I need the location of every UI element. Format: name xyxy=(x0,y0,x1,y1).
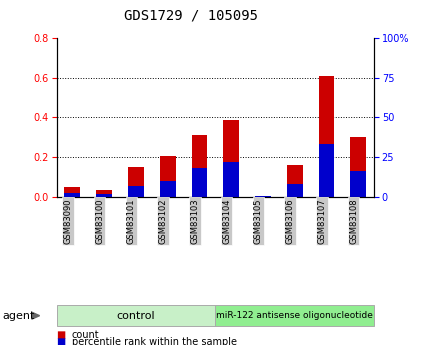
Text: ■: ■ xyxy=(56,331,66,340)
Text: GSM83106: GSM83106 xyxy=(285,198,294,244)
Text: GSM83108: GSM83108 xyxy=(349,198,358,244)
Text: GSM83107: GSM83107 xyxy=(317,198,326,244)
Bar xyxy=(223,120,239,197)
Bar xyxy=(318,76,334,197)
Text: count: count xyxy=(72,331,99,340)
Bar xyxy=(64,194,80,197)
Bar xyxy=(159,181,175,197)
Bar xyxy=(128,167,144,197)
Bar xyxy=(128,186,144,197)
Text: control: control xyxy=(116,311,155,321)
Bar xyxy=(159,156,175,197)
Text: GSM83105: GSM83105 xyxy=(253,198,262,244)
Text: miR-122 antisense oligonucleotide: miR-122 antisense oligonucleotide xyxy=(216,311,372,320)
Bar xyxy=(96,194,112,197)
Bar xyxy=(349,137,365,197)
Text: ■: ■ xyxy=(56,337,66,345)
Bar xyxy=(223,162,239,197)
Bar xyxy=(286,165,302,197)
Text: GSM83103: GSM83103 xyxy=(190,198,199,244)
Bar xyxy=(254,196,270,197)
Bar xyxy=(349,171,365,197)
Text: percentile rank within the sample: percentile rank within the sample xyxy=(72,337,236,345)
Bar xyxy=(191,135,207,197)
Bar xyxy=(64,187,80,197)
Text: GDS1729 / 105095: GDS1729 / 105095 xyxy=(124,9,258,23)
Bar xyxy=(254,196,270,197)
Bar xyxy=(191,168,207,197)
Text: GSM83102: GSM83102 xyxy=(158,198,168,244)
Text: GSM83100: GSM83100 xyxy=(95,198,104,244)
Bar xyxy=(96,190,112,197)
Bar xyxy=(318,144,334,197)
Text: GSM83104: GSM83104 xyxy=(222,198,231,244)
Text: GSM83090: GSM83090 xyxy=(63,198,72,244)
Text: GSM83101: GSM83101 xyxy=(127,198,135,244)
Text: agent: agent xyxy=(2,311,34,321)
Bar xyxy=(286,184,302,197)
